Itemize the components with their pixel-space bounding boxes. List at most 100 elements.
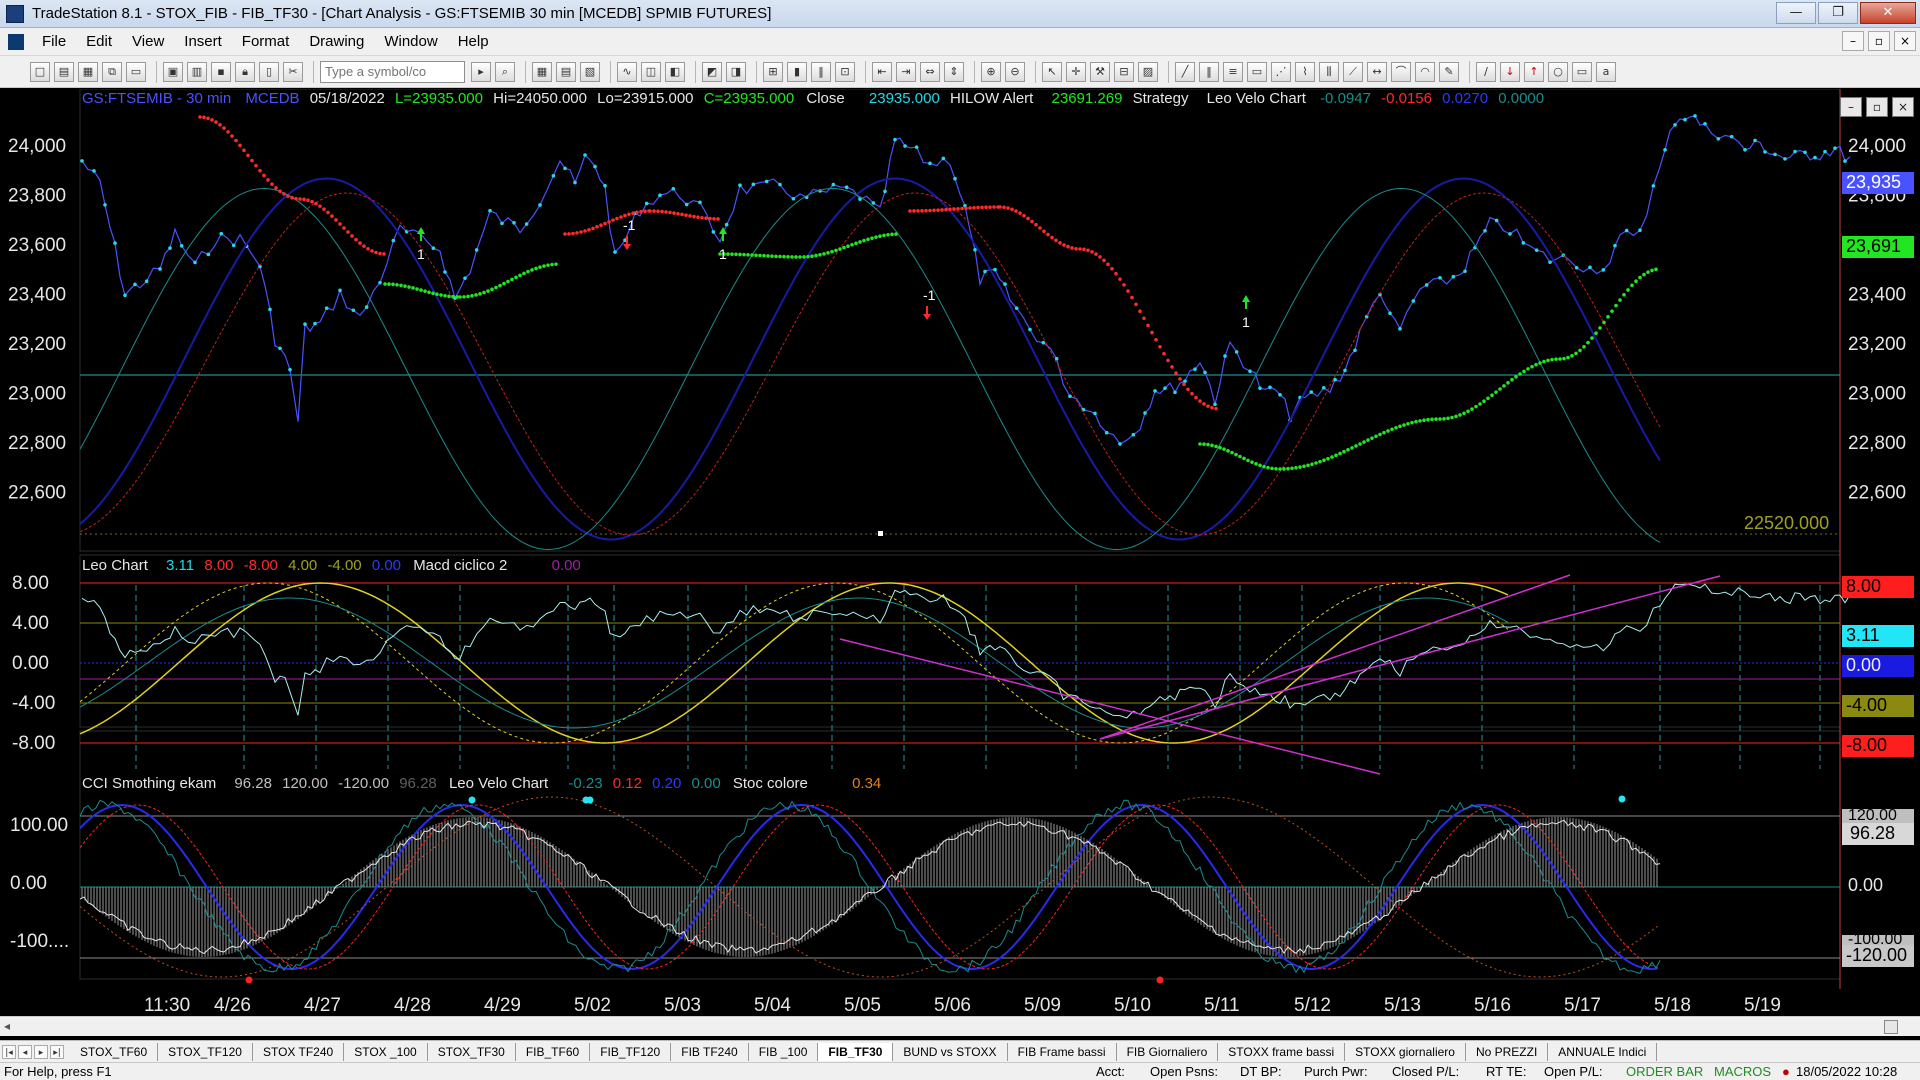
- window-icon[interactable]: ◨: [726, 61, 746, 82]
- crosshair-icon[interactable]: ✛: [1066, 61, 1086, 82]
- menu-file[interactable]: File: [42, 33, 67, 50]
- save-icon[interactable]: ▪: [211, 61, 231, 82]
- tab-stox-tf60[interactable]: STOX_TF60: [70, 1042, 159, 1061]
- strategy-icon[interactable]: ◫: [641, 61, 661, 82]
- cut-icon[interactable]: ✂: [283, 61, 303, 82]
- menu-insert[interactable]: Insert: [184, 33, 222, 50]
- regression-icon[interactable]: ⟋: [1343, 61, 1363, 82]
- copy-icon[interactable]: ⧉: [102, 61, 122, 82]
- arc-icon[interactable]: ◠: [1415, 61, 1435, 82]
- channel-icon[interactable]: ▭: [1247, 61, 1267, 82]
- arrow-down-icon[interactable]: ↓: [1500, 61, 1520, 82]
- hierarchy-icon[interactable]: ⊟: [1114, 61, 1134, 82]
- zoom-in-icon[interactable]: ⊕: [981, 61, 1001, 82]
- tab-stox-tf120[interactable]: STOX_TF120: [158, 1042, 253, 1061]
- tab-stoxx-frame-bassi[interactable]: STOXX frame bassi: [1218, 1042, 1346, 1061]
- bar-style-icon[interactable]: ‖: [811, 61, 831, 82]
- page-icon[interactable]: ▯: [259, 61, 279, 82]
- lock-icon[interactable]: 🔒︎: [235, 61, 255, 82]
- print-icon[interactable]: ▣: [163, 61, 183, 82]
- tab-fib-tf60[interactable]: FIB_TF60: [516, 1042, 591, 1061]
- bar-chart-icon[interactable]: ⊞: [763, 61, 783, 82]
- free-line-icon[interactable]: ∕: [1476, 61, 1496, 82]
- go-arrow-icon[interactable]: ▸: [471, 61, 491, 82]
- compress-icon[interactable]: ⇔: [920, 61, 940, 82]
- tab-stox-100[interactable]: STOX _100: [344, 1042, 428, 1061]
- open-icon[interactable]: ▤: [54, 61, 74, 82]
- chart-window-icon[interactable]: ▦: [532, 61, 552, 82]
- mdi-close-button[interactable]: ×: [1894, 31, 1916, 51]
- tab-no-prezzi[interactable]: No PREZZI: [1466, 1042, 1549, 1061]
- analysis-icon[interactable]: ◧: [665, 61, 685, 82]
- mdi-minimize-button[interactable]: –: [1842, 31, 1864, 51]
- resize-icon[interactable]: ↔: [1367, 61, 1387, 82]
- fib-icon[interactable]: ⫼: [1319, 61, 1339, 82]
- tools-icon[interactable]: ⚒: [1090, 61, 1110, 82]
- menu-format[interactable]: Format: [241, 33, 290, 50]
- expand-icon[interactable]: ⇕: [944, 61, 964, 82]
- zoom-out-icon[interactable]: ⊖: [1005, 61, 1025, 82]
- tab-bund-vs-stoxx[interactable]: BUND vs STOXX: [893, 1042, 1008, 1061]
- workspace-icon[interactable]: ▦: [78, 61, 98, 82]
- tab-first-icon[interactable]: |◂: [2, 1044, 16, 1059]
- speedline-icon[interactable]: ⌇: [1295, 61, 1315, 82]
- andrews-icon[interactable]: ⋰: [1271, 61, 1291, 82]
- gann-icon[interactable]: ‖: [1199, 61, 1219, 82]
- folder-icon[interactable]: ▭: [126, 61, 146, 82]
- scroll-thumb[interactable]: [1884, 1020, 1898, 1034]
- scanner-icon[interactable]: ▧: [580, 61, 600, 82]
- menu-edit[interactable]: Edit: [86, 33, 113, 50]
- data-window-icon[interactable]: ▨: [1138, 61, 1158, 82]
- pointer-icon[interactable]: ↖: [1042, 61, 1062, 82]
- symbol-input[interactable]: [320, 60, 465, 83]
- scroll-left-arrow-icon[interactable]: ◂: [4, 1019, 11, 1033]
- chart-restore-button[interactable]: ▫: [1866, 97, 1888, 117]
- candle-icon[interactable]: ▮: [787, 61, 807, 82]
- minimize-button[interactable]: —: [1776, 2, 1816, 24]
- pencil-icon[interactable]: ✎: [1439, 61, 1459, 82]
- document-icon[interactable]: [8, 33, 24, 50]
- radar-icon[interactable]: ▤: [556, 61, 576, 82]
- tab-last-icon[interactable]: ▸|: [50, 1044, 64, 1059]
- rectangle-icon[interactable]: ▭: [1572, 61, 1592, 82]
- tab-fib-tf240[interactable]: FIB TF240: [671, 1042, 749, 1061]
- tab-annuale-indici[interactable]: ANNUALE Indici: [1548, 1042, 1658, 1061]
- menu-window[interactable]: Window: [384, 33, 438, 50]
- indicator-icon[interactable]: ∿: [617, 61, 637, 82]
- ellipse-icon[interactable]: ○: [1548, 61, 1568, 82]
- horizontal-line-icon[interactable]: ≡: [1223, 61, 1243, 82]
- close-button[interactable]: ✕: [1860, 2, 1916, 24]
- cycle-icon[interactable]: ⌒: [1391, 61, 1411, 82]
- format-icon[interactable]: ◩: [702, 61, 722, 82]
- trendline-icon[interactable]: ╱: [1175, 61, 1195, 82]
- horizontal-scrollbar[interactable]: ◂: [0, 1016, 1920, 1036]
- tab-stox-tf30[interactable]: STOX_TF30: [428, 1042, 516, 1061]
- menu-drawing[interactable]: Drawing: [309, 33, 365, 50]
- text-icon[interactable]: a: [1596, 61, 1616, 82]
- scroll-left-icon[interactable]: ⇤: [872, 61, 892, 82]
- tab-fib-tf30[interactable]: FIB_TF30: [818, 1042, 894, 1061]
- tab-stoxx-giornaliero[interactable]: STOXX giornaliero: [1345, 1042, 1466, 1061]
- line-style-icon[interactable]: ⊡: [835, 61, 855, 82]
- mdi-restore-button[interactable]: ▫: [1868, 31, 1890, 51]
- chart-minimize-button[interactable]: –: [1840, 97, 1862, 117]
- tab-next-icon[interactable]: ▸: [34, 1044, 48, 1059]
- status-order-bar[interactable]: ORDER BAR: [1626, 1064, 1704, 1079]
- menu-view[interactable]: View: [132, 33, 165, 50]
- symbol-lookup-icon[interactable]: ⌕: [495, 61, 515, 82]
- tab-stox-tf240[interactable]: STOX TF240: [253, 1042, 345, 1061]
- arrow-up-icon[interactable]: ↑: [1524, 61, 1544, 82]
- tab-fib-100[interactable]: FIB _100: [749, 1042, 819, 1061]
- tab-prev-icon[interactable]: ◂: [18, 1044, 32, 1059]
- new-icon[interactable]: □: [30, 61, 50, 82]
- maximize-button[interactable]: ❐: [1818, 2, 1858, 24]
- menu-help[interactable]: Help: [457, 33, 489, 50]
- tab-fib-tf120[interactable]: FIB_TF120: [590, 1042, 672, 1061]
- tab-fib-giornaliero[interactable]: FIB Giornaliero: [1117, 1042, 1219, 1061]
- tab-fib-frame-bassi[interactable]: FIB Frame bassi: [1008, 1042, 1117, 1061]
- scroll-right-icon[interactable]: ⇥: [896, 61, 916, 82]
- chart-close-button[interactable]: ×: [1892, 97, 1914, 117]
- print-preview-icon[interactable]: ▥: [187, 61, 207, 82]
- status-macros[interactable]: MACROS: [1714, 1064, 1772, 1079]
